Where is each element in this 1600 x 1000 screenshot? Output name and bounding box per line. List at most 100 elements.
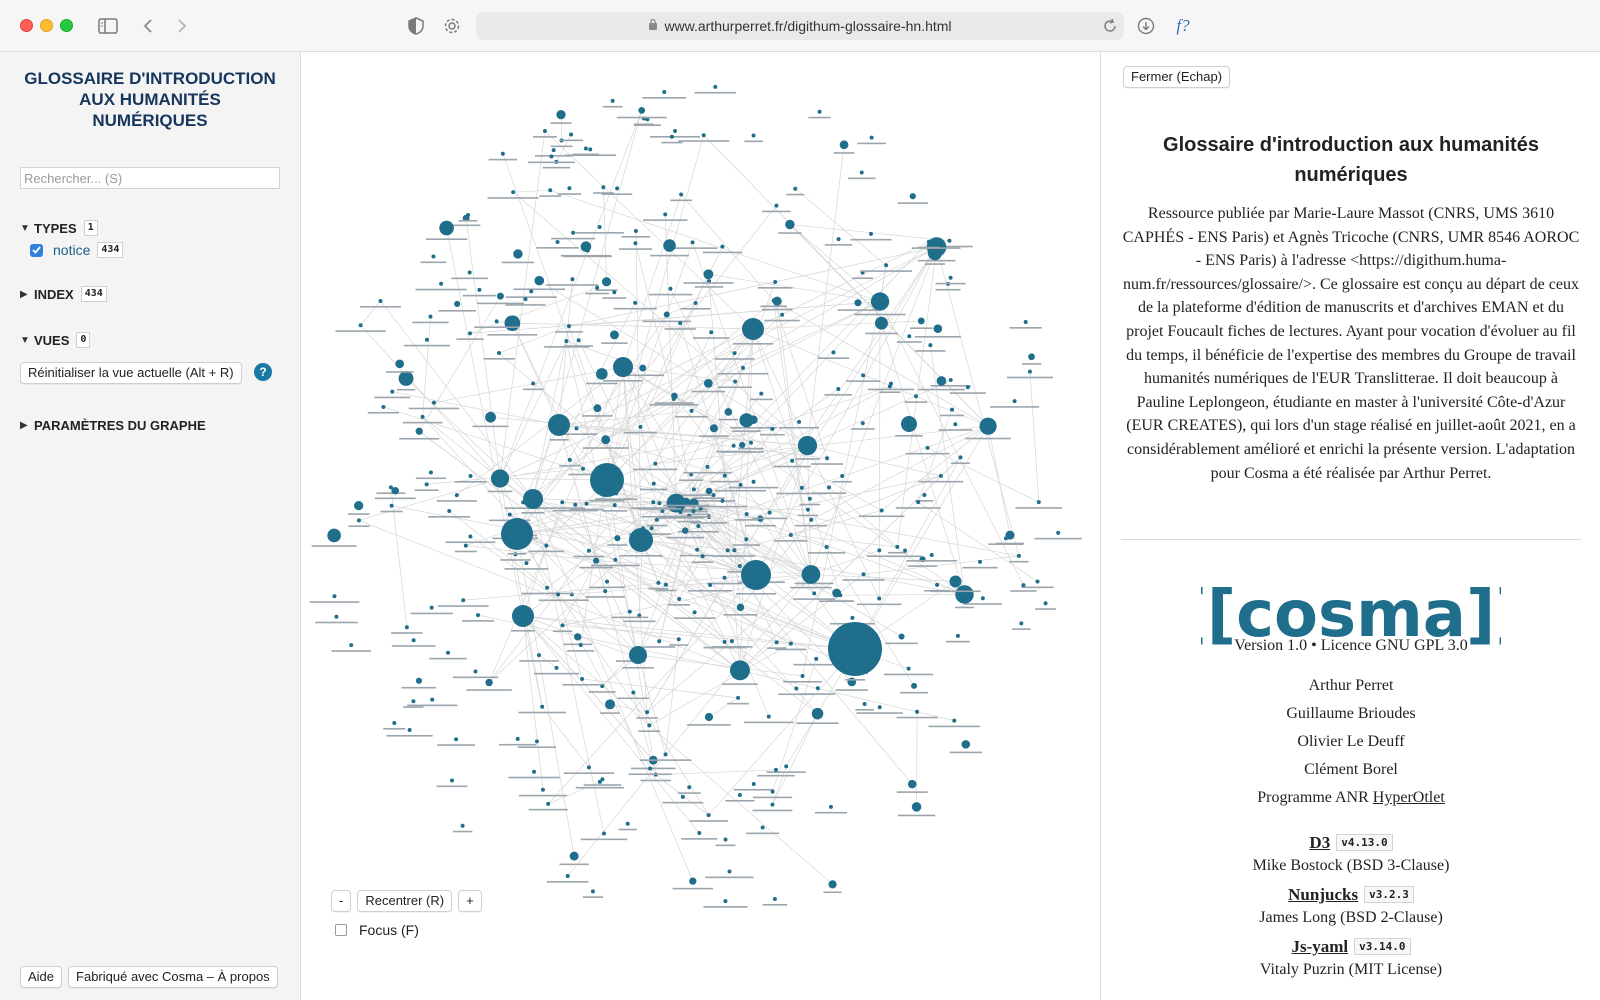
graph-node[interactable] [869,135,874,140]
close-panel-button[interactable]: Fermer (Echap) [1123,66,1231,88]
graph-node[interactable] [1028,353,1035,361]
graph-node[interactable] [596,368,608,380]
graph-node[interactable] [586,765,591,770]
graph-node[interactable] [836,237,841,242]
graph-node[interactable] [631,690,636,695]
graph-node[interactable] [586,548,591,553]
graph-node[interactable] [732,351,737,356]
graph-node[interactable] [564,339,569,344]
sidebar-toggle-icon[interactable] [96,14,120,38]
graph-node[interactable] [542,129,547,134]
forward-icon[interactable] [172,14,192,38]
graph-node[interactable] [979,417,997,435]
graph-node[interactable] [490,469,510,488]
reset-view-button[interactable]: Réinitialiser la vue actuelle (Alt + R) [20,362,242,384]
graph-node[interactable] [727,869,732,874]
type-filter-notice[interactable]: notice 434 [30,242,124,258]
graph-node[interactable] [507,512,512,517]
graph-node[interactable] [949,575,962,588]
graph-node[interactable] [612,290,617,295]
graph-node[interactable] [744,537,749,542]
graph-node[interactable] [461,598,466,603]
graph-node[interactable] [637,613,642,618]
graph-node[interactable] [772,897,777,902]
graph-node[interactable] [693,300,698,305]
graph-node[interactable] [560,500,565,505]
graph-node[interactable] [1005,530,1015,540]
graph-node[interactable] [759,391,764,396]
graph-node[interactable] [751,133,756,138]
graph-node[interactable] [663,239,676,252]
graph-node[interactable] [500,151,505,156]
jsyaml-link[interactable]: Js-yaml [1291,937,1349,956]
graph-node[interactable] [407,727,412,732]
graph-node[interactable] [593,557,600,564]
graph-node[interactable] [784,764,789,769]
graph-node[interactable] [657,501,662,506]
graph-node[interactable] [651,500,656,505]
graph-node[interactable] [828,804,833,809]
graph-node[interactable] [839,140,849,150]
graph-node[interactable] [797,419,802,424]
graph-node[interactable] [708,582,713,587]
graph-node[interactable] [601,435,611,445]
graph-node[interactable] [741,560,771,590]
graph-node[interactable] [391,487,400,495]
graph-node[interactable] [794,686,799,691]
graph-node[interactable] [431,254,436,259]
graph-node[interactable] [676,637,681,642]
graph-node[interactable] [663,212,668,217]
graph-node[interactable] [877,596,882,601]
graph-node[interactable] [605,699,616,710]
graph-node[interactable] [590,889,595,894]
graph-node[interactable] [690,240,695,245]
graph-node[interactable] [567,186,572,191]
graph-node[interactable] [657,639,662,644]
graph-node[interactable] [938,473,943,478]
graph-node[interactable] [540,704,545,709]
graph-node[interactable] [560,623,565,628]
graph-node[interactable] [705,464,710,469]
download-icon[interactable] [1134,14,1158,38]
recenter-button[interactable]: Recentrer (R) [357,890,453,912]
graph-node[interactable] [485,678,493,687]
graph-node[interactable] [773,767,778,772]
focus-toggle[interactable]: Focus (F) [335,922,419,938]
graph-node[interactable] [760,825,765,830]
graph-node[interactable] [381,404,386,409]
graph-node[interactable] [788,533,793,538]
graph-node[interactable] [648,766,653,771]
graph-node[interactable] [770,789,775,794]
graph-node[interactable] [696,523,701,528]
graph-node[interactable] [601,831,606,836]
graph-node[interactable] [668,286,673,291]
graph-node[interactable] [678,321,683,326]
graph-node[interactable] [411,699,416,704]
graph-node[interactable] [446,650,451,655]
graph-node[interactable] [629,528,653,552]
graph-node[interactable] [799,485,804,490]
graph-node[interactable] [788,641,793,646]
graph-node[interactable] [468,534,473,539]
graph-node[interactable] [468,474,473,479]
graph-node[interactable] [780,312,785,317]
graph-node[interactable] [551,148,556,153]
graph-node[interactable] [827,485,832,490]
reload-icon[interactable] [1102,18,1118,39]
graph-node[interactable] [473,669,478,674]
graph-node[interactable] [411,638,416,643]
graph-node[interactable] [656,580,661,585]
graph-node[interactable] [861,572,866,577]
help-icon[interactable]: ? [254,363,272,381]
hyperotlet-link[interactable]: HyperOtlet [1372,789,1445,806]
graph-node[interactable] [556,110,566,120]
graph-node[interactable] [633,241,638,246]
graph-node[interactable] [817,109,822,114]
graph-node[interactable] [679,192,684,197]
extension-formula-icon[interactable]: f? [1176,16,1190,35]
graph-node[interactable] [707,279,712,284]
graph-node[interactable] [913,394,918,399]
graph-node[interactable] [447,509,452,514]
graph-node[interactable] [947,238,952,243]
graph-node[interactable] [595,285,600,290]
